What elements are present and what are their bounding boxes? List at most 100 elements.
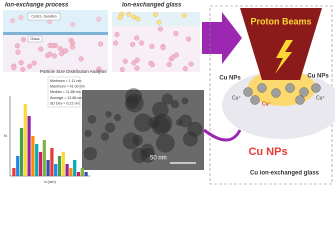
scale-label: 50 nm [150, 156, 167, 162]
particle [152, 113, 173, 134]
hist-title: Particle Size Distribution Analysis [40, 69, 107, 74]
ion [149, 43, 155, 50]
ion [134, 65, 140, 71]
ion [38, 46, 44, 52]
ion [170, 54, 176, 60]
bar [80, 168, 84, 176]
bar [50, 148, 54, 176]
bar [23, 104, 27, 176]
main-label: Cu NPs [248, 146, 287, 158]
panel-title: Ion-exchange process [5, 3, 69, 9]
label-box [27, 35, 43, 43]
ion [47, 19, 52, 25]
ion [27, 63, 33, 69]
ion [69, 44, 76, 50]
ion-label: Cu⁺ [232, 95, 241, 101]
ion [134, 57, 140, 63]
ion [119, 67, 125, 73]
bar [35, 144, 39, 176]
nanoparticle [311, 83, 321, 93]
ion-label: Cu⁺ [316, 95, 325, 101]
ion-dots [10, 13, 104, 73]
ion [11, 65, 17, 71]
bar [73, 160, 77, 176]
bar [61, 152, 65, 176]
bar [12, 168, 16, 176]
bar [69, 168, 73, 176]
particle [155, 133, 175, 153]
np-label: Cu NPs [307, 74, 329, 80]
ion [131, 14, 137, 20]
particle [181, 97, 189, 105]
ion [20, 66, 26, 73]
ion [157, 26, 164, 32]
ion [149, 62, 155, 68]
ion [98, 41, 104, 47]
ion [122, 58, 128, 64]
lightning [275, 40, 293, 74]
nanoparticle [285, 83, 295, 93]
ion [134, 35, 140, 41]
nanoparticle [250, 95, 260, 105]
ion [18, 60, 24, 66]
ion [114, 31, 120, 38]
x-label: d (nm) [44, 179, 56, 184]
stat-line: Maximum = 41.00 nm [50, 85, 85, 89]
stat-line: SD Dev = 6.21 nm [50, 101, 79, 105]
ion [18, 15, 24, 20]
nanoparticle [243, 87, 253, 97]
ion [182, 66, 188, 72]
bar [65, 164, 69, 176]
tem-particles [83, 88, 203, 164]
ion [181, 13, 187, 18]
particle [83, 146, 97, 161]
panel-title: Ion-exchanged glass [122, 3, 182, 9]
ion [31, 60, 37, 66]
nanoparticle [257, 83, 267, 93]
ion [63, 48, 69, 54]
stat-line: Median = 11.88 nm [50, 90, 81, 94]
bar [19, 128, 24, 176]
bar [27, 116, 31, 176]
histogram: N d (nm) Particle Size Distribution Anal… [4, 69, 107, 184]
ion [14, 43, 20, 49]
ion [185, 36, 192, 42]
ion [52, 53, 58, 59]
particle [100, 132, 110, 141]
particle [84, 129, 92, 138]
particle [187, 121, 203, 137]
beam [240, 8, 322, 80]
ion [10, 18, 15, 23]
solution-label: CuSO₄ Solution [31, 14, 56, 18]
bar [84, 172, 88, 176]
ion [20, 37, 26, 43]
ion [15, 49, 21, 55]
ion [188, 61, 194, 67]
nanoparticles [243, 83, 321, 105]
ion [131, 60, 137, 66]
particle [125, 93, 144, 113]
process-arrow [202, 12, 242, 64]
ion [138, 40, 145, 46]
stat-line: Minimum = 1.11 nm [50, 79, 81, 83]
ion [96, 16, 102, 22]
stats-box [47, 76, 81, 108]
label-box [27, 12, 61, 21]
ion [173, 30, 179, 37]
particle [87, 115, 97, 124]
glass-label: Cu ion-exchanged glass [250, 171, 320, 177]
particle [134, 113, 153, 132]
ion [153, 12, 158, 17]
ion-label: Cu⁺ [262, 101, 271, 107]
ion [126, 12, 132, 17]
ion [70, 22, 76, 27]
beam-label: Proton Beams [250, 16, 311, 26]
graphical-abstract: Ion-exchange process CuSO₄ Solution Glas… [3, 2, 335, 185]
np-label: Cu NPs [219, 76, 241, 82]
ion [135, 16, 141, 22]
particle [122, 132, 140, 150]
glass-label: Glass [30, 37, 39, 41]
particle [152, 101, 169, 119]
particle [170, 100, 180, 109]
ion-dots [113, 11, 194, 73]
